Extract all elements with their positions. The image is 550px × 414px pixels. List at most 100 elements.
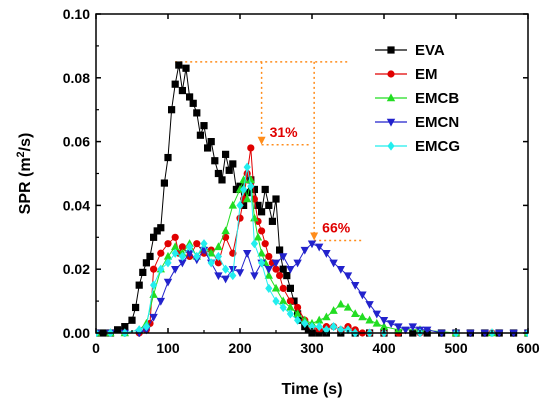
data-point <box>365 301 374 309</box>
data-point <box>186 93 194 101</box>
data-point <box>163 278 173 287</box>
data-point <box>214 169 222 178</box>
annotations: 31% 66% <box>175 61 365 242</box>
data-point <box>301 318 309 329</box>
legend-label: EMCB <box>415 90 459 107</box>
data-point <box>146 252 154 261</box>
data-point <box>149 313 158 322</box>
data-point <box>286 266 295 274</box>
legend-marker <box>387 70 395 78</box>
data-point <box>171 233 179 241</box>
series-layer <box>96 61 528 337</box>
data-point <box>240 184 248 195</box>
data-point <box>286 284 294 292</box>
data-point <box>294 315 302 325</box>
data-point <box>279 302 287 313</box>
data-point <box>171 80 179 88</box>
data-point <box>379 317 389 325</box>
data-point <box>394 323 403 332</box>
data-point <box>279 284 287 292</box>
data-point <box>225 166 233 174</box>
data-point <box>171 242 180 251</box>
data-point <box>283 271 291 280</box>
data-point <box>254 201 262 209</box>
data-point <box>228 200 237 209</box>
x-tick-label: 600 <box>516 340 540 356</box>
data-point <box>365 315 374 324</box>
data-point <box>243 189 251 197</box>
data-point <box>239 175 248 184</box>
data-point <box>257 248 266 257</box>
data-point <box>221 226 230 235</box>
data-point <box>236 200 244 210</box>
data-point <box>271 259 281 268</box>
data-point <box>276 246 284 254</box>
data-point <box>322 312 331 321</box>
series-eva <box>96 61 528 337</box>
y-tick-label: 0.10 <box>63 6 90 22</box>
data-point <box>150 265 158 273</box>
x-axis-title: Time (s) <box>281 381 342 398</box>
data-point <box>286 297 294 305</box>
data-point <box>293 259 302 268</box>
data-point <box>157 249 165 257</box>
data-point <box>329 259 338 268</box>
data-point <box>157 224 165 232</box>
x-tick-label: 200 <box>228 340 252 356</box>
data-point <box>322 250 331 258</box>
data-point <box>243 162 251 172</box>
data-point <box>372 310 381 319</box>
data-point <box>235 269 245 277</box>
data-point <box>175 61 183 69</box>
data-point <box>330 322 338 332</box>
data-point <box>294 303 302 312</box>
data-point <box>308 322 316 332</box>
data-point <box>387 320 396 329</box>
data-point <box>286 309 294 319</box>
data-point <box>247 144 255 152</box>
data-point <box>336 266 345 274</box>
data-point <box>164 258 172 268</box>
data-point <box>207 138 215 146</box>
data-point <box>379 322 389 330</box>
data-point <box>185 250 194 258</box>
reduction-label: 66% <box>322 219 351 235</box>
data-point <box>200 239 208 249</box>
axes: 0 100 200 300 400 500 600 0.00 0.02 0.04 0.06 0.08 0… <box>63 6 540 356</box>
data-point <box>261 240 269 248</box>
data-point <box>163 251 173 260</box>
data-point <box>246 175 255 184</box>
data-point <box>279 296 288 305</box>
reduction-arrow <box>257 136 266 145</box>
legend: EVA EM EMCB EMCN EMCG <box>375 42 460 155</box>
data-point <box>258 227 266 235</box>
data-point <box>135 281 143 289</box>
data-point <box>261 185 269 194</box>
legend-label: EVA <box>415 42 445 59</box>
data-point <box>193 251 201 262</box>
data-point <box>128 316 136 324</box>
data-point <box>243 250 252 258</box>
legend-item-emcb: EMCB <box>375 90 459 107</box>
data-point <box>229 160 237 168</box>
legend-label: EMCG <box>415 138 460 155</box>
data-point <box>189 99 197 107</box>
x-tick-label: 300 <box>300 340 324 356</box>
data-point <box>168 106 176 114</box>
data-point <box>135 325 143 335</box>
data-point <box>236 214 244 222</box>
y-axis-title: SPR (m2/s) <box>15 133 34 215</box>
data-point <box>139 268 147 276</box>
data-point <box>171 248 179 258</box>
data-point <box>156 297 165 306</box>
data-point <box>336 299 345 308</box>
data-point <box>265 252 273 261</box>
data-point <box>114 326 122 334</box>
data-point <box>250 185 258 194</box>
data-point <box>293 309 302 318</box>
y-tick-label: 0.06 <box>63 134 90 150</box>
data-point <box>250 213 259 222</box>
data-point <box>258 258 266 268</box>
data-point <box>268 217 276 225</box>
